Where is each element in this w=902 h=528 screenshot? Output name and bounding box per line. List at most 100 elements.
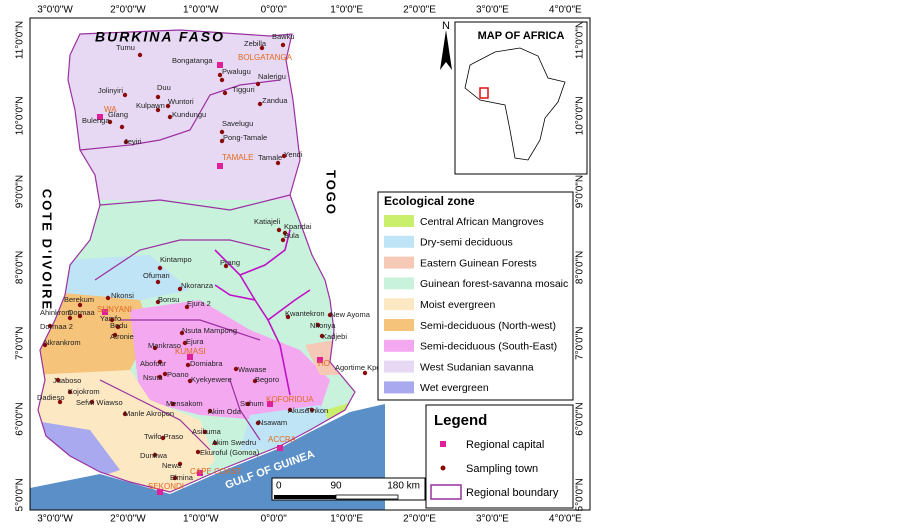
sampling-town <box>187 378 193 384</box>
regional-capital <box>217 163 223 169</box>
sampling-town <box>155 279 161 285</box>
sampling-town <box>195 449 201 455</box>
scale-box <box>271 477 426 501</box>
country-label: TOGO <box>324 170 339 216</box>
sampling-town <box>281 153 287 159</box>
town-label: Kyekyewere <box>191 375 232 384</box>
town-label: Bedu <box>110 321 128 330</box>
sampling-town <box>109 317 115 323</box>
sampling-town <box>245 401 251 407</box>
latitude-label: 6°0'0"N <box>575 402 586 435</box>
places: BOLGATANGA WA TAMALE SUNYANI KUMASI HO KOFORID… <box>37 32 391 495</box>
capital-label: CAPE COAST <box>190 467 242 476</box>
town-label: Berekum <box>64 295 94 304</box>
sampling-town <box>157 374 163 380</box>
town-label: Yendi <box>284 150 303 159</box>
sampling-town <box>255 420 261 426</box>
town-label: Poano <box>167 370 189 379</box>
town-label: New Ayoma <box>330 310 371 319</box>
town-label: Jeyiri <box>124 137 142 146</box>
sampling-town <box>276 227 282 233</box>
town-label: Zebilla <box>244 39 267 48</box>
town-label: Bongatanga <box>172 56 213 65</box>
sampling-town <box>112 332 118 338</box>
sampling-town <box>252 378 258 384</box>
sampling-town <box>177 461 183 467</box>
zone-legend-title: Ecological zone <box>384 194 475 208</box>
town-label: Tumu <box>116 43 135 52</box>
longitude-label: 1°0'0"E <box>330 5 363 16</box>
sampling-town <box>219 77 225 83</box>
town-label: Pong-Tamale <box>223 133 267 142</box>
sampling-town <box>223 263 229 269</box>
capital-label: WA <box>104 105 117 114</box>
sampling-town <box>207 408 213 414</box>
zone-area <box>130 300 330 420</box>
zone-swatch <box>384 298 414 311</box>
legend-boundary-symbol <box>430 484 462 500</box>
town-label: Mensakom <box>166 399 203 408</box>
zone-swatch <box>384 319 414 331</box>
longitude-label: 3°0'0"W <box>37 5 73 16</box>
capital-label: TAMALE <box>222 153 253 162</box>
sampling-town <box>327 312 333 318</box>
longitude-label: 1°0'0"W <box>183 514 219 525</box>
longitude-label: 2°0'0"W <box>110 514 146 525</box>
legend-title: Legend <box>434 412 487 429</box>
town-label: Manle Akropon <box>124 409 174 418</box>
town-label: Duu <box>157 83 171 92</box>
sampling-town <box>42 342 48 348</box>
africa <box>464 47 566 161</box>
town-label: Domiabra <box>190 359 223 368</box>
town-label: Dormaa <box>68 308 96 317</box>
scale-bar <box>335 494 399 500</box>
town-label: Tinkon <box>306 406 328 415</box>
sampling-town <box>155 94 161 100</box>
zone-label: Guinean forest-savanna mosaic <box>420 278 568 290</box>
town-label: Tamale <box>258 153 282 162</box>
town-label: Zandua <box>262 96 288 105</box>
sampling-town <box>202 429 208 435</box>
sampling-town <box>182 340 188 346</box>
sampling-town <box>282 230 288 236</box>
zone-swatch <box>384 256 414 269</box>
capital-label: SEKONDI <box>148 482 184 491</box>
sampling-town <box>167 114 173 120</box>
sampling-town <box>115 324 121 330</box>
sampling-town <box>157 359 163 365</box>
sampling-town <box>185 362 191 368</box>
town-label: Dadieso <box>37 393 65 402</box>
town-label: Elmina <box>170 473 194 482</box>
town-label: Suhum <box>240 399 264 408</box>
town-label: Ekuroful (Gomoa) <box>200 448 260 457</box>
sampling-town <box>55 377 61 383</box>
town-label: Akim Swedru <box>212 438 256 447</box>
sampling-town <box>105 295 111 301</box>
town-label: Akim Oda <box>208 407 242 416</box>
sampling-town <box>275 160 281 166</box>
sampling-town <box>219 138 225 144</box>
longitude-label: 1°0'0"W <box>183 5 219 16</box>
zone-label: Semi-deciduous (North-west) <box>420 320 556 332</box>
latitude-label: 8°0'0"N <box>575 251 586 284</box>
regional-capital <box>277 445 283 451</box>
longitude-label: 0°0'0" <box>261 514 288 525</box>
town-label: Kadjebi <box>322 332 347 341</box>
regional-capital <box>317 357 323 363</box>
scale-label: 180 km <box>387 481 420 492</box>
town-label: Tigguri <box>232 85 255 94</box>
sampling-town <box>255 81 261 87</box>
zone-label: West Sudanian savanna <box>420 361 534 373</box>
town-label: Nalerigu <box>258 72 286 81</box>
town-label: Wuntori <box>168 97 194 106</box>
sampling-town <box>165 103 171 109</box>
town-label: Begoro <box>255 375 279 384</box>
longitude-label: 1°0'0"E <box>330 514 363 525</box>
longitude-label: 3°0'0"W <box>37 514 73 525</box>
zone-label: Moist evergreen <box>420 299 495 311</box>
inset-title: MAP OF AFRICA <box>478 30 565 42</box>
sampling-town <box>160 435 166 441</box>
town-label: Glang <box>108 110 128 119</box>
town-label: Kintampo <box>160 255 192 264</box>
sampling-town <box>219 129 225 135</box>
